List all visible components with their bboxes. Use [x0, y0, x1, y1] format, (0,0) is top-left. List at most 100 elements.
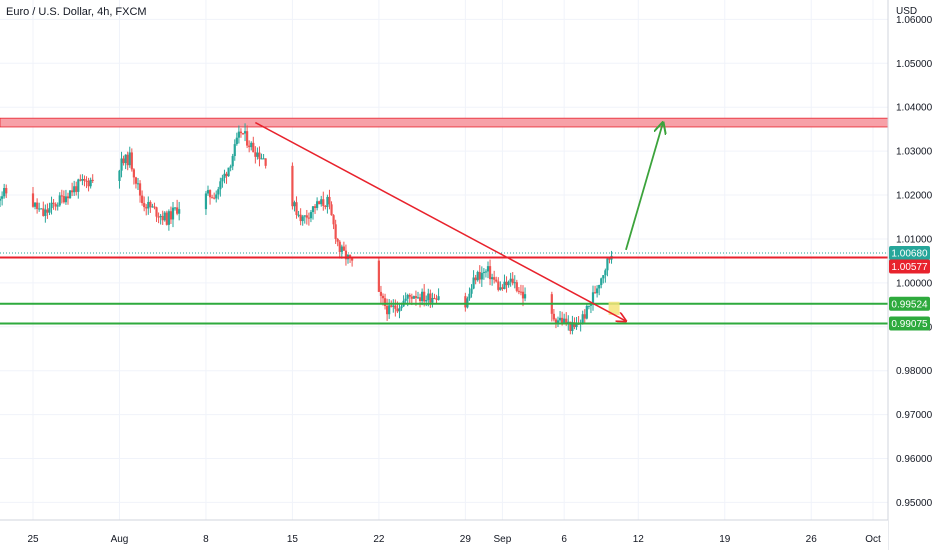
candle-body [227, 167, 230, 177]
candle-body [493, 277, 496, 280]
candle-body [79, 179, 82, 181]
candle-body [437, 296, 440, 300]
candle-body [71, 190, 74, 193]
candle-body [326, 196, 329, 207]
candle-body [316, 201, 319, 208]
candle-body [305, 215, 308, 218]
candle-body [606, 258, 609, 271]
candle-body [60, 195, 63, 197]
support-price-badge-2-text: 0.99075 [891, 319, 928, 330]
y-tick-label: 1.00000 [896, 278, 932, 289]
candle-body [334, 224, 337, 239]
x-tick-label: 8 [203, 534, 209, 545]
candle-body [311, 206, 315, 213]
candle-body [324, 205, 327, 207]
candle-body [386, 306, 389, 315]
x-tick-label: 29 [460, 534, 472, 545]
candle-body [575, 323, 578, 328]
candle-body [44, 209, 47, 216]
candle-body [398, 308, 401, 312]
candle-body [320, 199, 323, 205]
candle-body [120, 158, 123, 171]
candle-body [151, 206, 154, 208]
candle-body [600, 278, 603, 285]
trendline [254, 121, 626, 321]
candle-body [75, 186, 78, 192]
candle-body [585, 305, 588, 319]
x-tick-label: 15 [287, 534, 299, 545]
candle-body [421, 291, 424, 301]
candle-body [328, 196, 331, 205]
candle-body [246, 131, 249, 146]
candle-body [5, 187, 8, 194]
candle-body [464, 296, 467, 308]
candle-body [435, 298, 438, 300]
candle-body [122, 158, 125, 164]
candle-body [519, 291, 523, 293]
candle-body [138, 183, 142, 196]
candle-body [1, 196, 4, 199]
candle-body [176, 207, 179, 214]
candle-body [231, 156, 234, 167]
y-tick-label: 1.02000 [896, 191, 932, 202]
candle-body [130, 152, 133, 170]
candle-body [318, 201, 321, 205]
candle-body [573, 322, 576, 328]
candle-body [336, 238, 339, 242]
candle-body [81, 178, 84, 181]
candle-body [499, 287, 502, 290]
candle-body [591, 292, 595, 303]
grid [0, 0, 888, 520]
candle-body [554, 319, 558, 324]
candle-body [491, 277, 494, 280]
breakout-marker [608, 301, 620, 315]
candle-body [264, 158, 267, 166]
candle-body [414, 296, 418, 299]
candle-body [396, 308, 399, 312]
candle-body [134, 177, 138, 184]
candle-body [468, 293, 471, 299]
candle-body [68, 190, 72, 199]
candle-body [505, 281, 508, 286]
y-tick-label: 1.03000 [896, 147, 932, 158]
candle-body [241, 133, 245, 135]
candle-body [379, 291, 383, 296]
candle-body [392, 305, 395, 307]
candle-body [145, 207, 148, 209]
candle-body [332, 215, 335, 225]
candle-body [552, 313, 555, 320]
candle-body [252, 142, 255, 153]
candle-body [474, 277, 477, 281]
candle-body [31, 193, 35, 207]
candle-body [581, 314, 584, 323]
candle-body [583, 314, 586, 319]
candle-body [147, 201, 150, 209]
candle-body [171, 207, 175, 220]
candle-body [515, 282, 518, 291]
resistance-price-badge-bg [889, 259, 930, 274]
forecast-arrow [625, 123, 663, 251]
candle-body [250, 142, 253, 148]
candle-body [56, 205, 59, 207]
y-tick-label: 1.05000 [896, 59, 932, 70]
candle-body [340, 246, 343, 252]
candle-body [565, 318, 568, 325]
candle-body [260, 158, 263, 160]
last-price-badge-text: 1.00680 [891, 248, 928, 259]
candle-body [254, 152, 257, 157]
price-axis-panel [888, 0, 932, 550]
candle-body [40, 208, 43, 210]
candle-body [161, 215, 164, 221]
candle-body [132, 169, 135, 178]
candle-body [38, 208, 41, 210]
candle-body [262, 158, 265, 160]
candle-body [299, 214, 302, 222]
candle-body [153, 206, 156, 208]
candle-body [87, 180, 90, 187]
candle-body [46, 209, 49, 213]
candle-body [233, 144, 236, 157]
candle-body [243, 131, 247, 134]
candle-body [206, 190, 210, 194]
candle-body [472, 277, 475, 289]
